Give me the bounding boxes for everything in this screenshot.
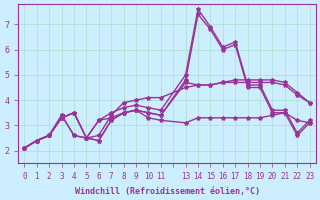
X-axis label: Windchill (Refroidissement éolien,°C): Windchill (Refroidissement éolien,°C) bbox=[75, 187, 260, 196]
